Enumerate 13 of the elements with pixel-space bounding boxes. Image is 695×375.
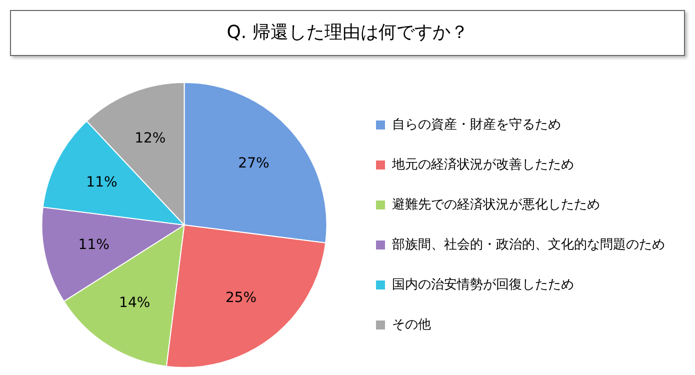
data-label: 11% — [86, 174, 118, 191]
legend-label: 自らの資産・財産を守るため — [392, 116, 561, 132]
legend-label: 部族間、社会的・政治的、文化的な問題のため — [392, 237, 665, 252]
data-label: 25% — [225, 290, 257, 306]
data-label: 12% — [134, 130, 166, 147]
legend-label: 避難先での経済状況が悪化したため — [392, 196, 600, 212]
legend-label: 国内の治安情勢が回復したため — [392, 276, 574, 292]
data-label: 11% — [78, 236, 110, 253]
data-label: 27% — [238, 155, 270, 172]
legend-label: 地元の経済状況が改善したため — [391, 156, 574, 172]
legend-label: その他 — [392, 317, 431, 332]
chart-title: Q. 帰還した理由は何ですか？ — [10, 10, 685, 56]
data-label: 14% — [119, 294, 150, 311]
